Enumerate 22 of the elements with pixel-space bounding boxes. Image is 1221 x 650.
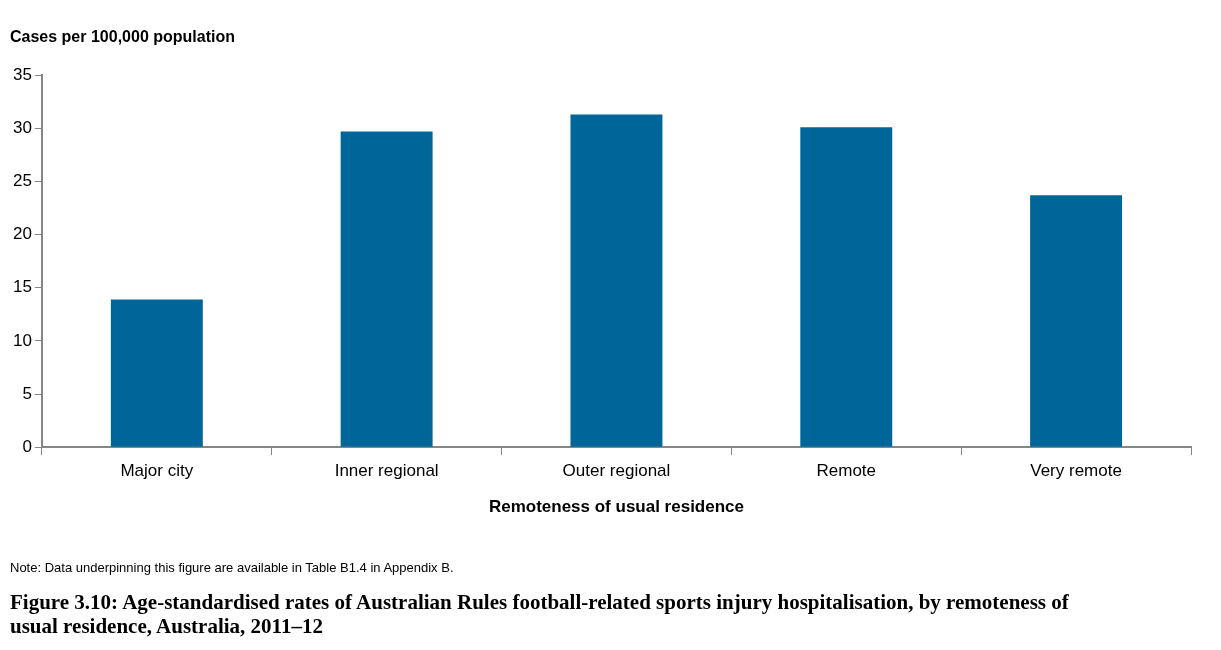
y-tick-label: 10 [12,330,32,350]
y-tick-label: 15 [12,277,32,297]
y-tick-label: 5 [22,383,32,403]
x-tick-label: Very remote [1030,461,1122,481]
bar [340,131,433,447]
bar [800,127,893,447]
x-tick-label: Inner regional [334,461,439,481]
y-tick-label: 25 [12,171,32,191]
y-tick-label: 0 [22,436,32,456]
bar [570,114,663,447]
y-axis-title: Cases per 100,000 population [10,28,235,46]
text: Note: Data underpinning this figure are available in Table B1.4 in Appendix B. [10,560,454,575]
bar [110,299,203,447]
x-axis-title: Remoteness of usual residence [488,497,744,517]
x-tick-label: Remote [816,461,877,481]
y-tick-label: 30 [12,118,32,138]
x-tick-label: Outer regional [562,461,671,481]
x-tick-label: Major city [120,461,194,481]
y-tick-label: 20 [12,224,32,244]
text: Figure 3.10: Age-standardised rates of Australian Rules football-related sports injury hospitalisation, by remoteness of usual residence, Australia, 2011–12 [10,590,1070,638]
bar [1030,195,1123,447]
y-tick-label: 35 [12,64,32,84]
